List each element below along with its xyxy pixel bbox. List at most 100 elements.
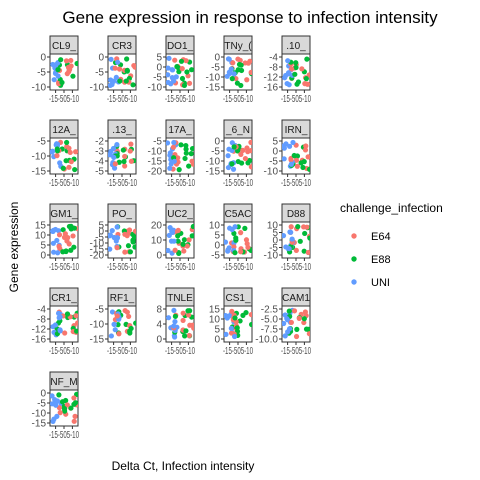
data-point [233, 75, 239, 82]
x-tick-label: -15-505-10 [223, 178, 253, 189]
x-tick-label: -15-505-10 [107, 94, 137, 105]
y-tick-label: 4 [156, 320, 162, 331]
facet-panel: 17A_ -5-10-15-20-15-505-10 [148, 119, 195, 189]
data-point [108, 333, 114, 339]
data-point [285, 329, 291, 335]
y-tick-label: -5 [153, 73, 162, 84]
data-point [55, 73, 61, 79]
facet-panel: PO_ 50-5-10-15-20-15-505-10 [90, 203, 137, 273]
facet-strip-label: DO1_ [167, 41, 194, 52]
facet-strip-label: PO_ [112, 209, 132, 220]
data-point [288, 161, 294, 167]
data-point [55, 250, 61, 256]
y-tick-label: 8 [156, 305, 162, 316]
data-point [231, 333, 238, 340]
y-tick-label: -10 [264, 167, 279, 178]
y-tick-label: -3 [95, 147, 104, 158]
facet-panel: TNy_(0-5-10-15-15-505-10 [206, 35, 253, 105]
facet-strip-label: UC2_ [167, 209, 193, 220]
legend-label: E88 [371, 254, 391, 266]
facet-strip-label: CR3 [112, 41, 132, 52]
point-group [166, 139, 194, 173]
y-tick-label: -5 [211, 251, 220, 262]
data-point [54, 398, 61, 404]
facet-panels: CL9_0-5-10-15-505-10CR30-5-10-15-505-10D… [32, 35, 311, 441]
data-point [226, 56, 232, 62]
data-point [231, 71, 237, 77]
data-point [295, 224, 301, 230]
data-point [111, 154, 117, 160]
y-tick-label: -10 [206, 157, 221, 168]
legend-key [351, 233, 357, 239]
x-tick-label: -15-505-10 [223, 94, 253, 105]
y-tick-label: -10 [32, 409, 47, 420]
data-point [57, 314, 63, 320]
data-point [54, 237, 60, 244]
data-point [56, 243, 62, 249]
y-tick-label: -4 [269, 53, 278, 64]
y-tick-label: 0 [40, 251, 46, 262]
data-point [109, 309, 116, 315]
point-group [224, 224, 252, 256]
data-point [50, 61, 56, 68]
data-point [282, 233, 287, 239]
data-point [282, 320, 287, 327]
data-point [189, 322, 194, 328]
data-point [229, 76, 235, 82]
data-point [295, 79, 302, 85]
data-point [111, 321, 117, 328]
data-point [303, 326, 310, 332]
data-point [66, 241, 72, 247]
data-point [68, 159, 74, 165]
x-tick-label: -15-505-10 [49, 94, 79, 105]
x-tick-label: -15-505-10 [223, 346, 253, 357]
x-tick-label: -15-505-10 [49, 346, 79, 357]
data-point [68, 405, 74, 411]
y-tick-label: 10 [151, 236, 163, 247]
y-tick-label: -15 [206, 83, 221, 94]
data-point [288, 319, 294, 326]
x-tick-label: -15-505-10 [49, 262, 79, 273]
data-point [179, 75, 186, 82]
data-point [67, 149, 73, 156]
data-point [229, 308, 235, 314]
data-point [183, 328, 189, 334]
data-point [283, 141, 289, 147]
y-tick-label: -12 [32, 325, 47, 336]
data-point [171, 323, 177, 329]
y-tick-label: 0 [214, 335, 220, 346]
legend-key [351, 256, 357, 262]
x-tick-label: -15-505-10 [107, 262, 137, 273]
data-point [242, 155, 249, 162]
data-point [50, 393, 55, 399]
data-point [302, 81, 308, 87]
y-tick-label: 0 [272, 147, 278, 158]
point-group [225, 139, 252, 172]
data-point [184, 243, 190, 249]
y-tick-label: 10 [209, 315, 221, 326]
y-tick-label: -15 [148, 157, 163, 168]
data-point [224, 331, 229, 337]
point-group [282, 56, 310, 88]
data-point [190, 223, 194, 230]
y-tick-label: 5 [272, 137, 278, 148]
data-point [248, 164, 252, 170]
data-point [180, 310, 186, 316]
data-point [234, 325, 240, 331]
data-point [181, 237, 188, 243]
data-point [286, 245, 292, 252]
facet-panel: _6_N 0-5-10-15-15-505-10 [206, 119, 253, 189]
data-point [171, 78, 177, 84]
facet-panel: .10_ -4-8-12-16-15-505-10 [264, 35, 311, 105]
data-point [172, 318, 178, 325]
data-point [189, 67, 194, 73]
y-tick-label: 0 [214, 241, 220, 252]
data-point [114, 224, 120, 230]
data-point [132, 244, 136, 250]
data-point [288, 157, 294, 163]
point-group [224, 56, 252, 89]
data-point [291, 308, 298, 314]
data-point [235, 148, 241, 154]
y-tick-label: -5 [95, 68, 104, 79]
data-point [226, 146, 232, 152]
